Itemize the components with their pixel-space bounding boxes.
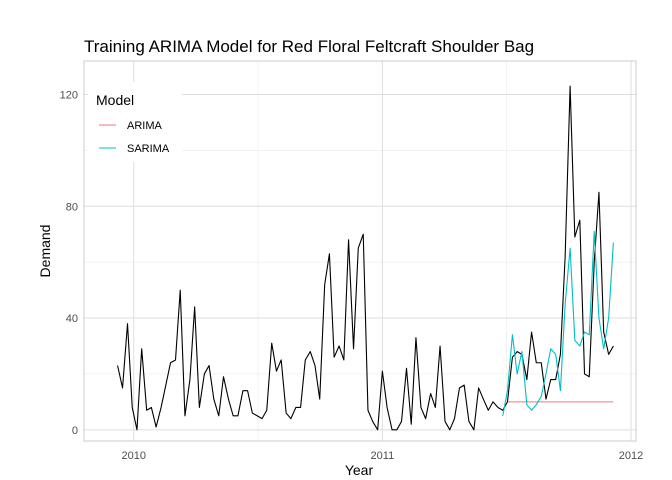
tick-labels: 2010 2011 2012 0 40 80 120 [60, 90, 644, 462]
series-line-sarima [502, 230, 614, 416]
legend-background [88, 82, 182, 162]
legend: Model ARIMA SARIMA [88, 82, 182, 162]
legend-title: Model [96, 92, 134, 108]
x-tick-label: 2010 [121, 450, 145, 462]
chart-title: Training ARIMA Model for Red Floral Felt… [84, 37, 534, 56]
y-tick-label: 80 [66, 201, 78, 213]
y-tick-label: 0 [72, 425, 78, 437]
y-axis-title: Demand [37, 225, 53, 278]
x-tick-label: 2011 [371, 450, 395, 462]
y-tick-label: 120 [60, 90, 78, 102]
legend-label-sarima: SARIMA [127, 143, 170, 155]
series-line-actual [117, 85, 614, 431]
x-tick-label: 2012 [619, 450, 643, 462]
series-layer [117, 85, 614, 431]
y-tick-label: 40 [66, 313, 78, 325]
legend-entries: ARIMA SARIMA [99, 120, 170, 155]
legend-label-arima: ARIMA [127, 120, 163, 132]
x-axis-title: Year [345, 462, 374, 478]
panel-border [83, 60, 637, 442]
